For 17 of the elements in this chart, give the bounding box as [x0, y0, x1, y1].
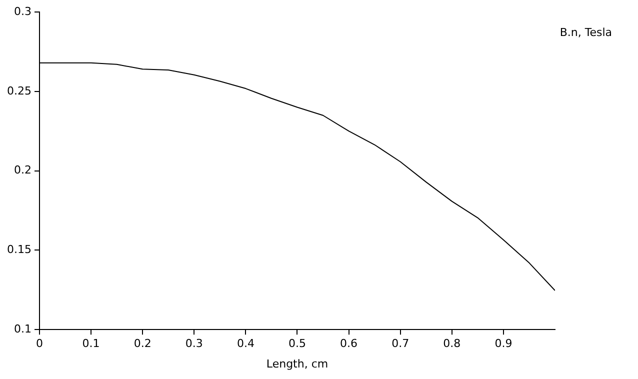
- x-tick-label: 0.7: [392, 337, 410, 350]
- x-tick-label: 0.5: [288, 337, 306, 350]
- x-tick-label: 0.1: [82, 337, 100, 350]
- y-tick-label: 0.1: [14, 322, 32, 336]
- x-tick-label: 0.9: [494, 337, 512, 350]
- y-tick-label: 0.3: [14, 4, 32, 18]
- y-axis-title: B.n, Tesla: [560, 26, 612, 39]
- x-tick-label: 0.3: [185, 337, 203, 350]
- x-tick-label: 0.4: [236, 337, 254, 350]
- x-tick-label: 0: [36, 337, 43, 350]
- y-tick-label: 0.15: [6, 243, 32, 256]
- x-axis-title: Length, cm: [266, 357, 328, 370]
- x-tick-label: 0.6: [340, 337, 358, 350]
- x-tick-label: 0.8: [443, 337, 461, 350]
- y-tick-label: 0.2: [14, 164, 32, 177]
- x-tick-label: 0.2: [134, 337, 152, 350]
- y-tick-label: 0.25: [6, 84, 32, 98]
